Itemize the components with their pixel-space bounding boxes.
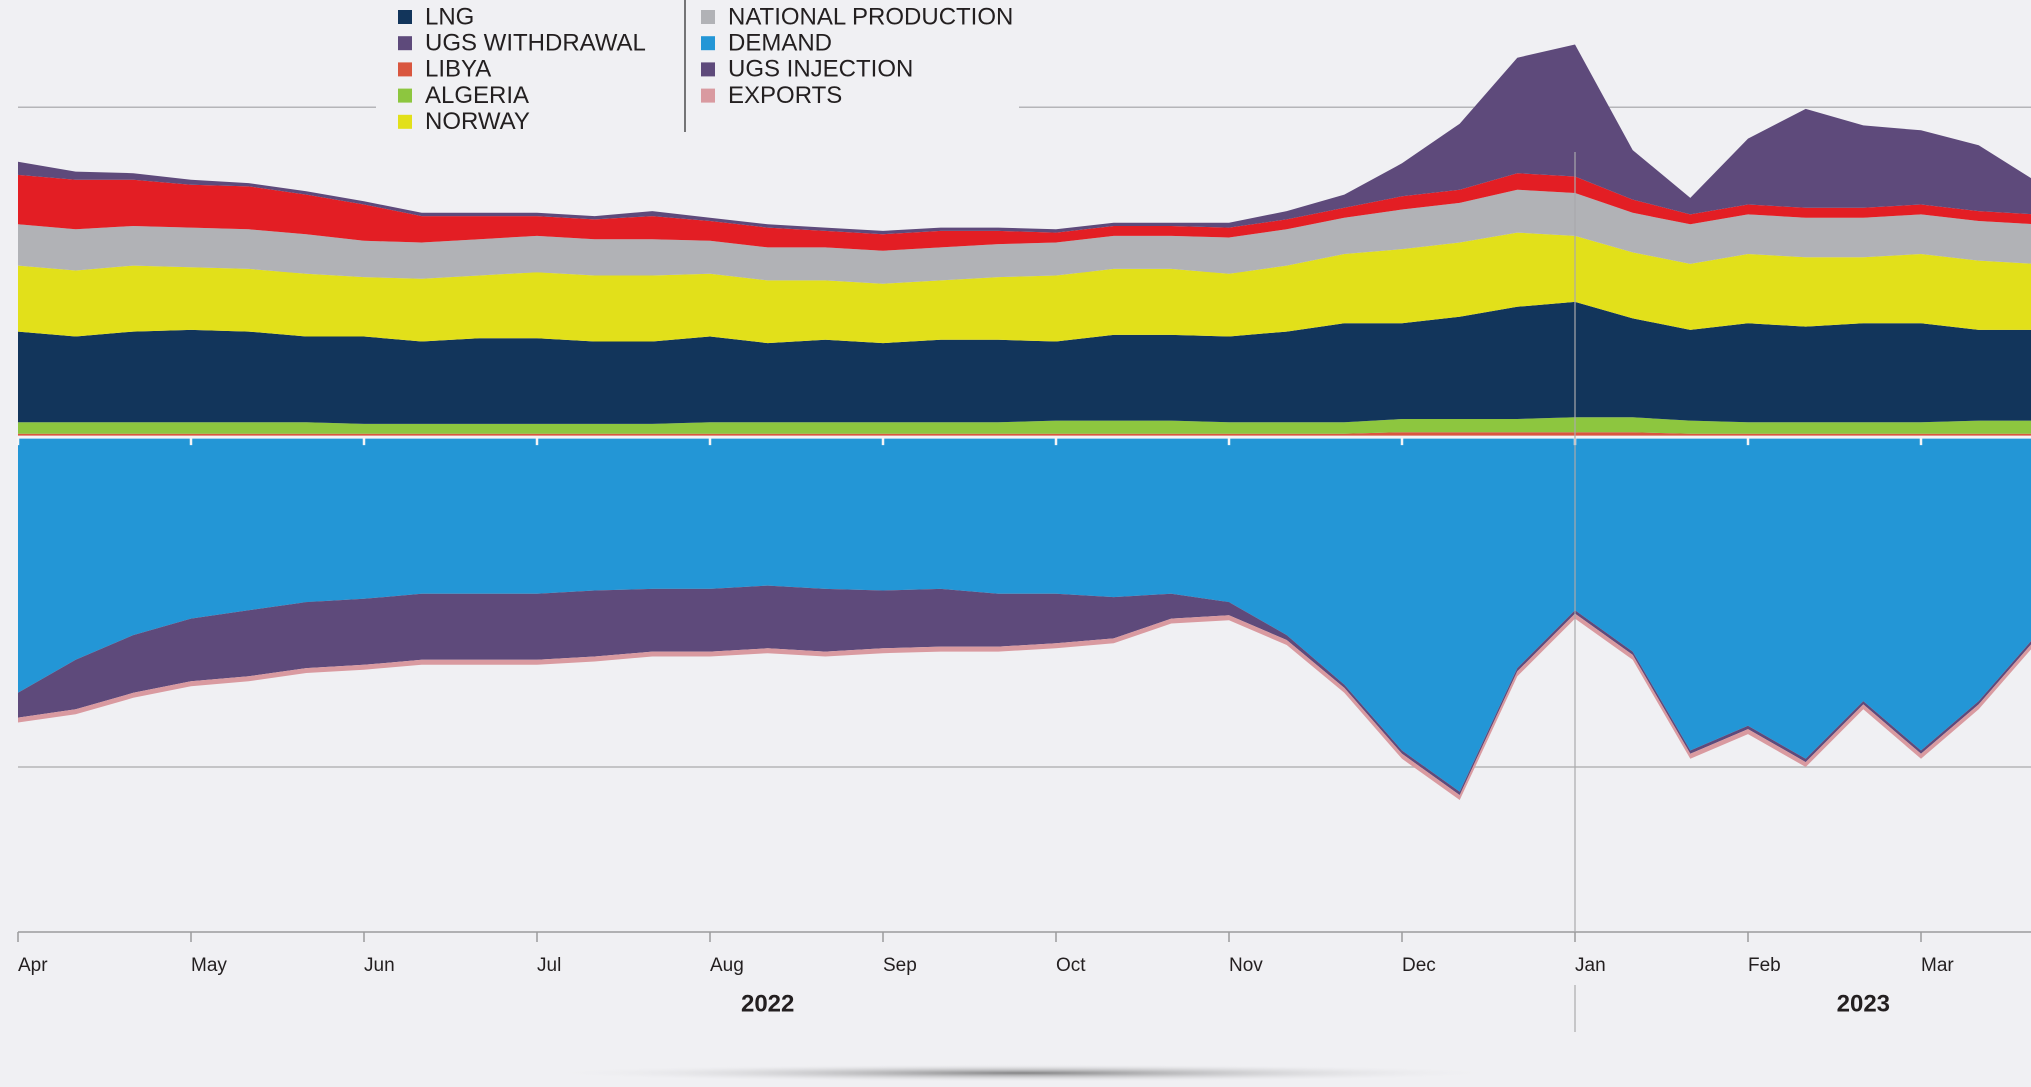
legend-label: ALGERIA [425, 82, 529, 109]
legend-swatch [398, 62, 412, 77]
x-tick-label: Feb [1748, 955, 1781, 976]
area [18, 44, 2031, 235]
x-tick-label: Jun [364, 955, 395, 976]
legend-label: LNG [425, 3, 474, 30]
axes: Apr May Jun Jul Aug Sep Oct Nov Dec Jan Feb Mar 2022… [16, 152, 2031, 1032]
area [18, 613, 2031, 800]
legend-swatch [398, 36, 412, 51]
area [18, 189, 2031, 284]
area [18, 437, 2031, 792]
x-tick-label: May [191, 955, 227, 976]
x-tick-label: Dec [1402, 955, 1436, 976]
year-label: 2022 [741, 990, 794, 1017]
legend-label: RUSSIA [728, 0, 817, 4]
area [18, 417, 2031, 434]
x-tick-label: Oct [1056, 955, 1086, 976]
legend-swatch [701, 36, 715, 51]
x-tick-label: Jul [537, 955, 561, 976]
legend-label: DEMAND [728, 30, 832, 57]
legend-swatch [701, 88, 715, 103]
shadow [543, 1064, 1503, 1082]
legend-background [376, 95, 1019, 125]
legend-label: NORWAY [425, 108, 530, 135]
x-tick-label: Apr [18, 955, 48, 976]
legend-swatch [398, 114, 412, 129]
legend-label: NATIONAL PRODUCTION [728, 3, 1013, 30]
x-tick-label: Mar [1921, 955, 1954, 976]
legend-label: LIBYA [425, 56, 491, 83]
x-tick-label: Sep [883, 955, 917, 976]
x-tick-label: Jan [1575, 955, 1606, 976]
area [18, 173, 2031, 251]
legend-label: UGS INJECTION [728, 56, 913, 83]
x-tick-label: Aug [710, 955, 744, 976]
legend-label: EXPORTS [728, 82, 842, 109]
legend-swatch [398, 10, 412, 24]
legend-swatch [701, 10, 715, 24]
x-tick-label: Nov [1229, 955, 1263, 976]
area [18, 232, 2031, 344]
area [18, 301, 2031, 424]
legend-label: UGS WITHDRAWAL [425, 30, 646, 57]
year-label: 2023 [1837, 990, 1890, 1017]
legend-swatch [398, 88, 412, 103]
legend-swatch [701, 62, 715, 77]
areas [18, 44, 2031, 800]
area [18, 585, 2031, 796]
